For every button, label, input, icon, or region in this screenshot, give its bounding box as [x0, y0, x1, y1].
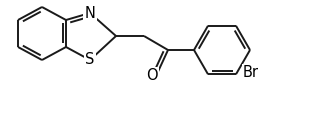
- Text: Br: Br: [243, 65, 259, 80]
- Text: S: S: [85, 53, 95, 68]
- Text: N: N: [84, 5, 96, 20]
- Text: O: O: [146, 68, 158, 83]
